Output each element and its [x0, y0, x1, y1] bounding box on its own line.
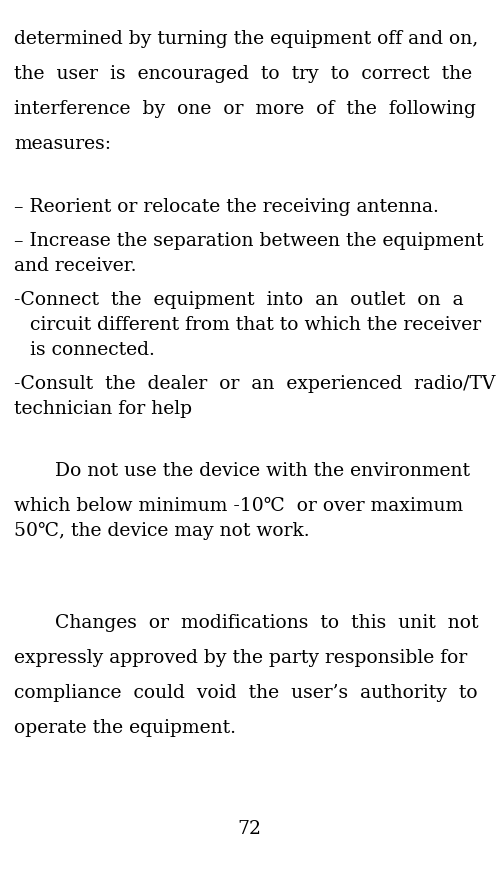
- Text: Do not use the device with the environment: Do not use the device with the environme…: [55, 461, 470, 480]
- Text: circuit different from that to which the receiver: circuit different from that to which the…: [30, 315, 481, 334]
- Text: -Consult  the  dealer  or  an  experienced  radio/TV: -Consult the dealer or an experienced ra…: [14, 375, 496, 393]
- Text: which below minimum -10℃  or over maximum: which below minimum -10℃ or over maximum: [14, 496, 463, 514]
- Text: Changes  or  modifications  to  this  unit  not: Changes or modifications to this unit no…: [55, 614, 479, 631]
- Text: operate the equipment.: operate the equipment.: [14, 718, 236, 736]
- Text: interference  by  one  or  more  of  the  following: interference by one or more of the follo…: [14, 100, 476, 118]
- Text: is connected.: is connected.: [30, 341, 155, 359]
- Text: 72: 72: [237, 819, 261, 837]
- Text: measures:: measures:: [14, 135, 111, 153]
- Text: – Reorient or relocate the receiving antenna.: – Reorient or relocate the receiving ant…: [14, 198, 439, 216]
- Text: compliance  could  void  the  user’s  authority  to: compliance could void the user’s authori…: [14, 683, 478, 701]
- Text: determined by turning the equipment off and on,: determined by turning the equipment off …: [14, 30, 478, 48]
- Text: 50℃, the device may not work.: 50℃, the device may not work.: [14, 521, 310, 540]
- Text: -Connect  the  equipment  into  an  outlet  on  a: -Connect the equipment into an outlet on…: [14, 290, 464, 308]
- Text: the  user  is  encouraged  to  try  to  correct  the: the user is encouraged to try to correct…: [14, 65, 472, 83]
- Text: technician for help: technician for help: [14, 400, 192, 417]
- Text: – Increase the separation between the equipment: – Increase the separation between the eq…: [14, 232, 484, 249]
- Text: and receiver.: and receiver.: [14, 256, 136, 275]
- Text: expressly approved by the party responsible for: expressly approved by the party responsi…: [14, 648, 467, 667]
